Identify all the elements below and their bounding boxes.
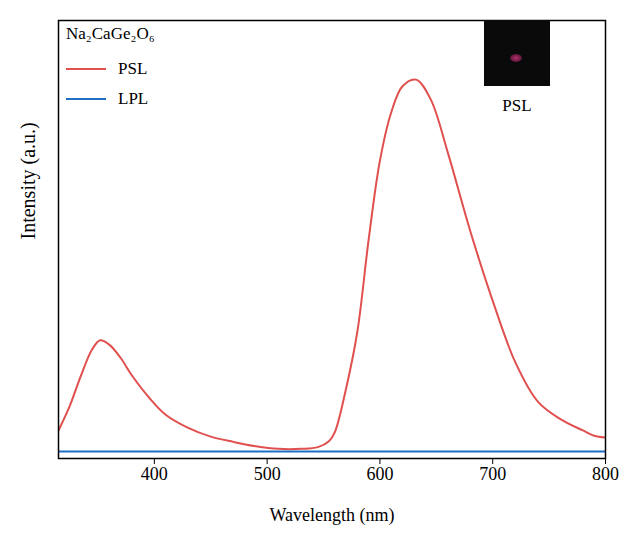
svg-text:Wavelength (nm): Wavelength (nm) [269, 505, 394, 526]
svg-text:Intensity (a.u.): Intensity (a.u.) [17, 122, 40, 239]
html-text:Na₂CaGe₂O₆: Na₂CaGe₂O₆ [66, 24, 155, 43]
svg-text:500: 500 [254, 464, 281, 484]
html-text:PSL: PSL [502, 96, 532, 115]
svg-text:400: 400 [141, 464, 168, 484]
html-text:LPL: LPL [118, 89, 149, 108]
svg-text:800: 800 [592, 464, 619, 484]
svg-text:700: 700 [479, 464, 506, 484]
svg-text:600: 600 [366, 464, 393, 484]
html-text:PSL: PSL [118, 59, 148, 78]
